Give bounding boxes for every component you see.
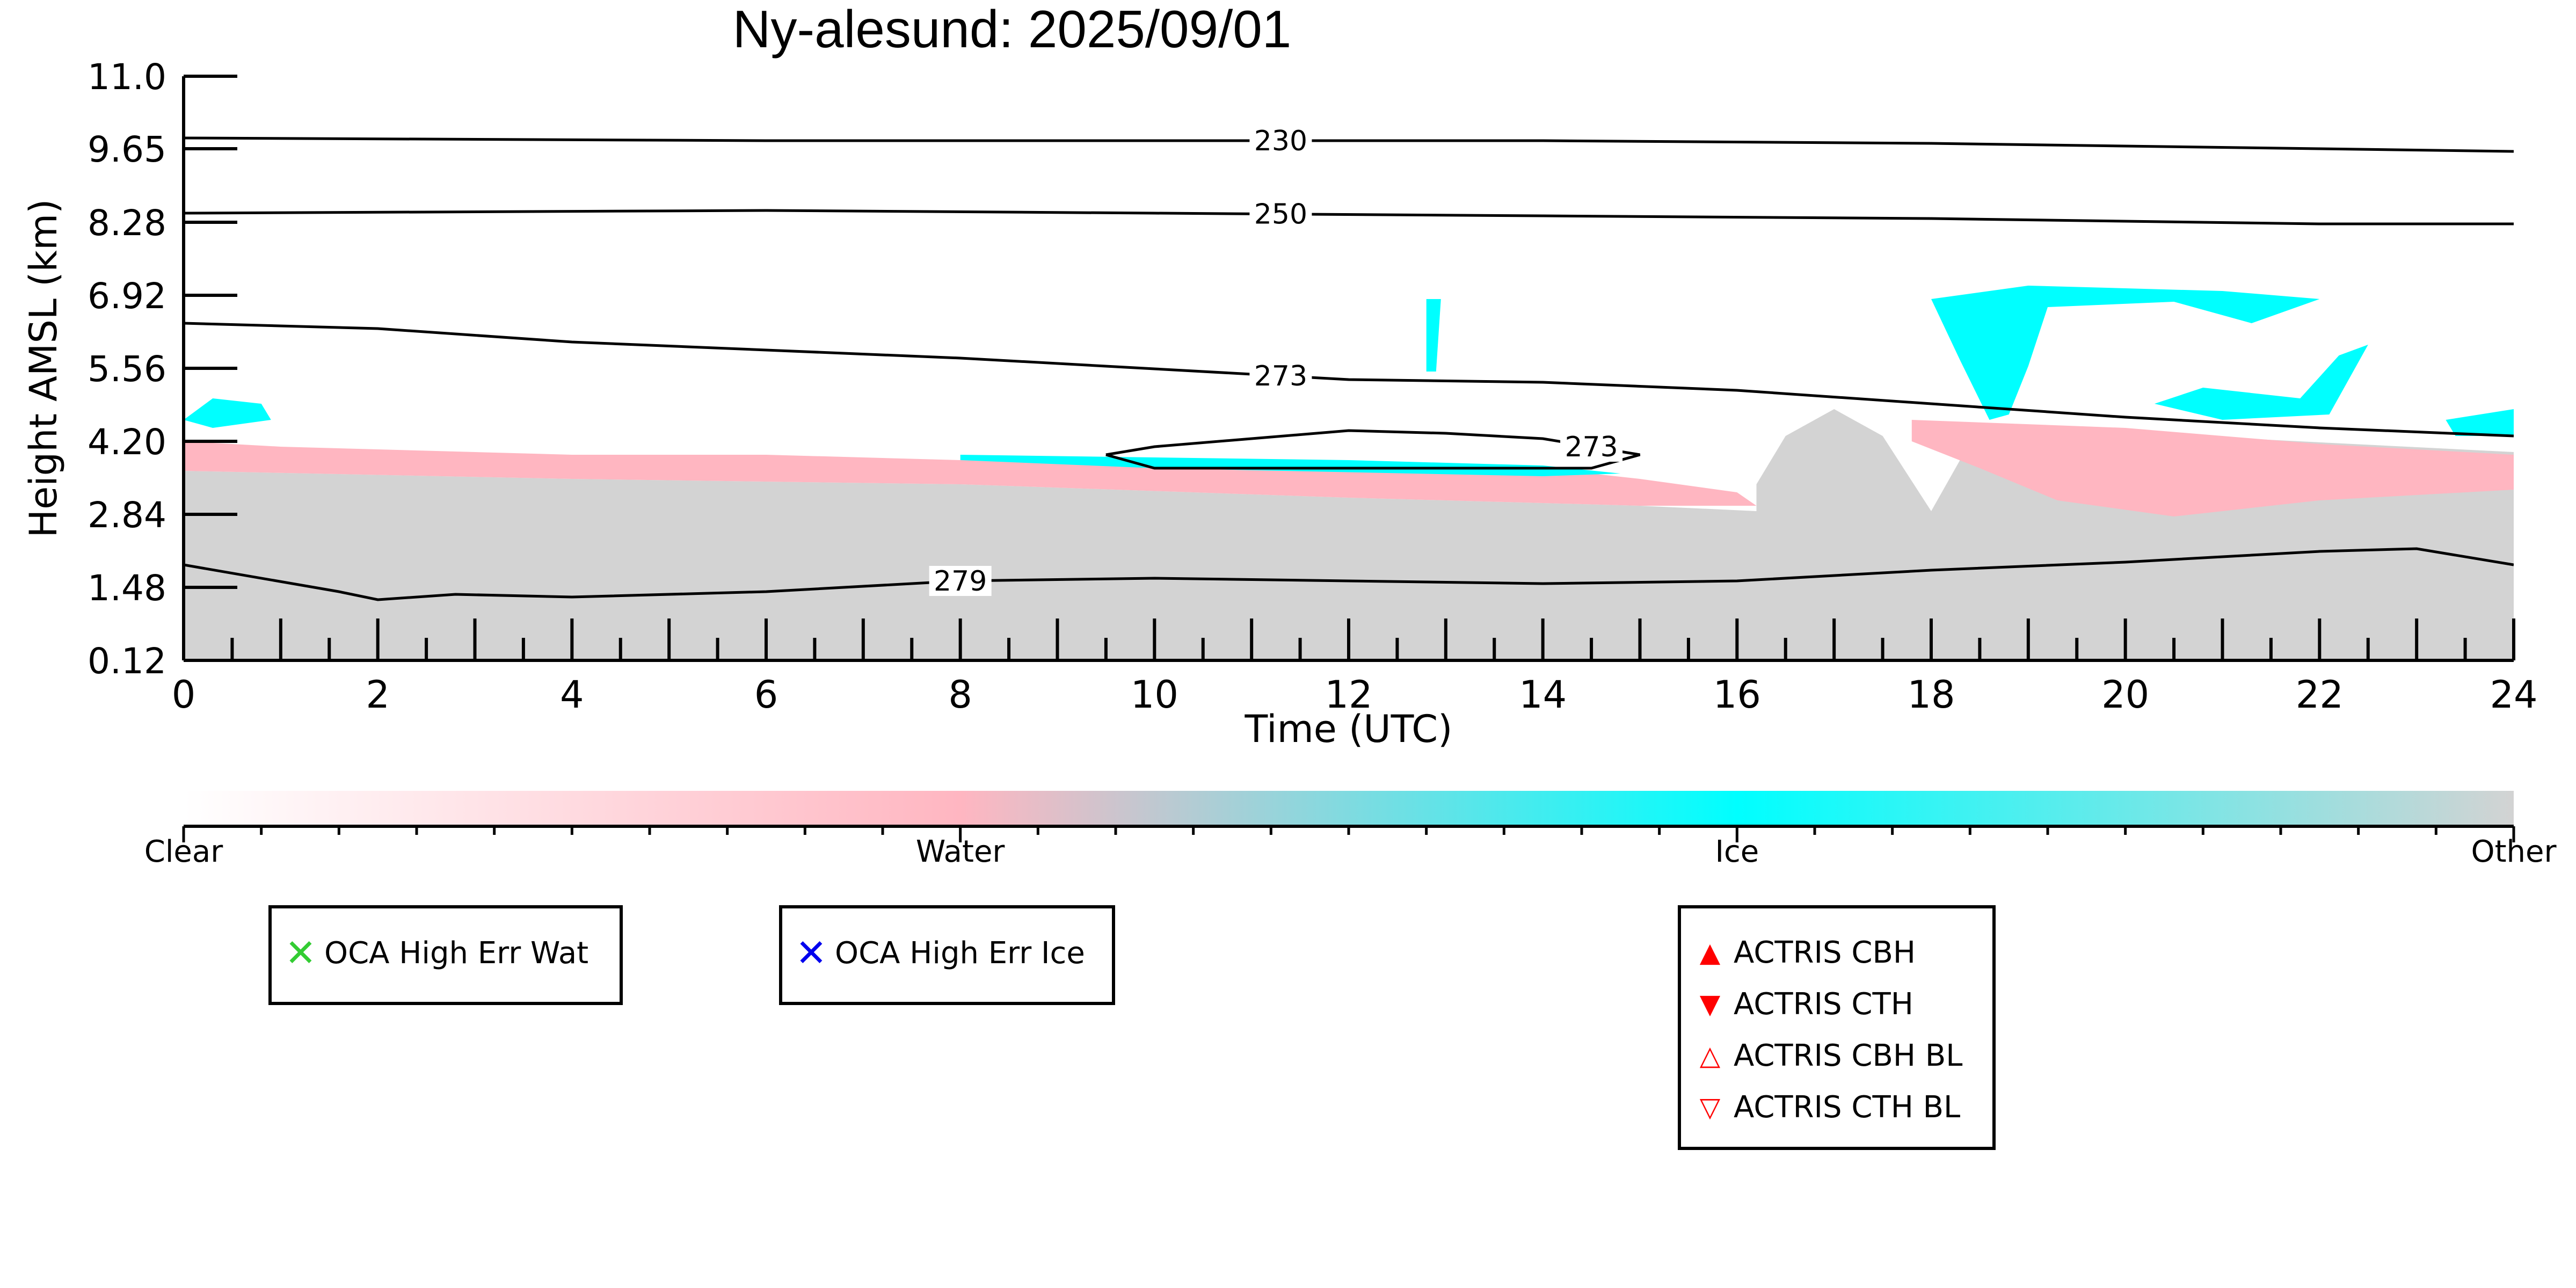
contour-line-273-2 [184, 322, 2514, 438]
x-tick-label: 4 [560, 673, 584, 717]
contour-line-279-4 [184, 547, 2514, 601]
triangle-up-filled-icon: ▲ [1699, 937, 1721, 968]
triangle-down-filled-icon: ▼ [1699, 988, 1721, 1020]
contour-label-250: 250 [1254, 199, 1307, 231]
mask-region-other-0 [184, 471, 1776, 660]
legend-label: ACTRIS CTH BL [1734, 1089, 1961, 1125]
x-tick-label: 14 [1519, 673, 1567, 717]
x-tick-label: 10 [1131, 673, 1178, 717]
legend-actris: ▲ ACTRIS CBH ▼ ACTRIS CTH △ ACTRIS CBH B… [1678, 905, 1996, 1150]
x-tick-label: 8 [948, 673, 972, 717]
mask-region-ice-9 [2446, 409, 2514, 436]
contour-line-250-1 [184, 209, 2514, 225]
colorbar-label-water: Water [916, 834, 1006, 869]
y-tick-label: 6.92 [88, 275, 166, 317]
legend-label: OCA High Err Wat [324, 935, 589, 971]
colorbar-labels: Clear Water Ice Other [144, 834, 2557, 869]
contour-label-273: 273 [1564, 431, 1618, 463]
contour-label-bg [1249, 126, 1312, 156]
mask-region-ice-4 [184, 398, 271, 428]
contour-label-bg [1249, 199, 1312, 229]
y-tick-label: 0.12 [88, 641, 166, 682]
y-tick-label: 8.28 [88, 202, 166, 244]
legend-entry: ▲ ACTRIS CBH [1694, 927, 1992, 978]
legend-entry: △ ACTRIS CBH BL [1694, 1030, 1992, 1081]
legend-label: ACTRIS CTH [1734, 986, 1913, 1022]
x-axis-label: Time (UTC) [1245, 707, 1453, 751]
legend-label: ACTRIS CBH BL [1734, 1038, 1963, 1073]
cloud-mask-regions [184, 286, 2514, 660]
y-tick-label: 2.84 [88, 494, 166, 536]
plot-area: 230 250 273 273 279 [184, 125, 2514, 660]
triangle-down-open-icon: ▽ [1699, 1091, 1721, 1123]
legend-entry: ▽ ACTRIS CTH BL [1694, 1081, 1992, 1133]
legend-entry: ✕ OCA High Err Wat [285, 934, 620, 972]
y-tick-label: 5.56 [88, 348, 166, 390]
x-tick-label: 12 [1325, 673, 1372, 717]
y-tick-label: 11.0 [88, 56, 166, 98]
x-tick-label: 16 [1713, 673, 1761, 717]
legend-oca-water: ✕ OCA High Err Wat [268, 905, 623, 1005]
triangle-up-open-icon: △ [1699, 1040, 1721, 1071]
mask-region-ice-8 [2154, 345, 2368, 420]
contour-label-273: 273 [1254, 360, 1307, 392]
legend-entry: ▼ ACTRIS CTH [1694, 978, 1992, 1030]
x-tick-label: 24 [2490, 673, 2537, 717]
mask-region-water-3 [1911, 420, 2514, 516]
colorbar-label-ice: Ice [1715, 834, 1759, 869]
mask-region-ice-6 [1426, 299, 1441, 372]
x-tick-label: 2 [366, 673, 390, 717]
legend-oca-ice: ✕ OCA High Err Ice [779, 905, 1115, 1005]
x-tick-label: 18 [1907, 673, 1955, 717]
contour-label-230: 230 [1254, 125, 1307, 157]
y-tick-label: 4.20 [88, 421, 166, 463]
y-tick-label: 9.65 [88, 129, 166, 170]
x-marker-icon: ✕ [795, 931, 827, 975]
contour-label-bg [929, 566, 992, 596]
contour-label-bg [1249, 361, 1312, 391]
legend-label: OCA High Err Ice [835, 935, 1085, 971]
colorbar: Clear Water Ice Other [144, 791, 2557, 869]
x-tick-label: 20 [2101, 673, 2149, 717]
legend-label: ACTRIS CBH [1734, 935, 1916, 970]
contour-label-279: 279 [934, 565, 987, 598]
mask-region-ice-7 [1931, 286, 2320, 420]
contour-label-bg [1560, 432, 1623, 462]
colorbar-gradient [184, 791, 2514, 826]
chart-title: Ny-alesund: 2025/09/01 [733, 0, 1292, 59]
colorbar-label-clear: Clear [144, 834, 223, 869]
y-axis-label: Height AMSL (km) [21, 199, 66, 538]
x-marker-icon: ✕ [285, 931, 317, 975]
x-tick-label: 6 [754, 673, 778, 717]
temperature-contours: 230 250 273 273 279 [184, 125, 2514, 601]
mask-region-water-2 [184, 441, 1757, 506]
x-tick-label: 22 [2296, 673, 2344, 717]
x-tick-label: 0 [172, 673, 196, 717]
legend-entry: ✕ OCA High Err Ice [795, 934, 1112, 972]
contour-line-230-0 [184, 136, 2514, 153]
colorbar-ticks [182, 825, 2515, 842]
y-tick-label: 1.48 [88, 567, 166, 609]
colorbar-label-other: Other [2471, 834, 2557, 869]
